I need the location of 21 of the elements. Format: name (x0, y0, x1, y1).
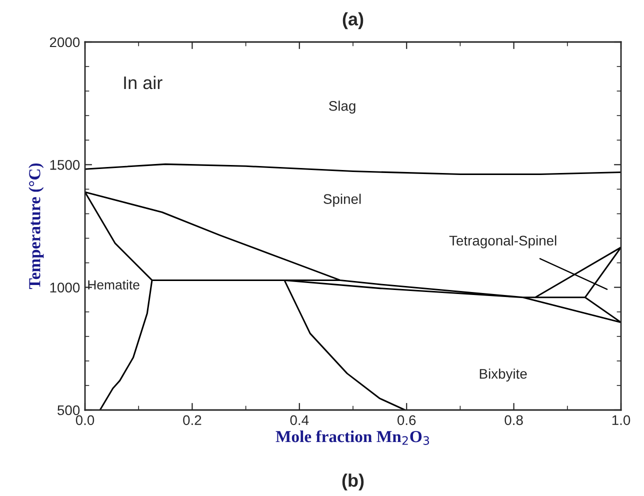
annotation: Tetragonal-Spinel (449, 235, 556, 248)
y-tick-label: 1500 (50, 160, 80, 170)
x-tick-label: 0.2 (183, 415, 202, 426)
y-tick-label: 500 (58, 405, 80, 416)
line-series (85, 163, 621, 175)
chart-title: (a) (342, 12, 364, 30)
x-tick-label: 0.4 (290, 415, 309, 426)
y-axis-title: Temperature (°C) (28, 163, 44, 290)
text: (b) (342, 474, 364, 490)
y-tick-label: 1000 (50, 282, 80, 293)
annotation: Spinel (324, 194, 361, 207)
annotation: Bixbyite (480, 368, 527, 382)
annotation: Slag (329, 100, 356, 114)
y-tick-label: 2000 (50, 37, 80, 48)
x-tick-label: 1.0 (612, 415, 630, 426)
x-tick-label: 0.8 (504, 415, 523, 426)
annotation: In air (124, 76, 162, 90)
x-tick-label: 0.6 (397, 415, 416, 426)
x-axis-title: Mole fraction Mn$_{2}$O$_{3}$ (276, 430, 430, 445)
annotation: Hematite (88, 280, 140, 290)
x-tick-label: 0.0 (76, 415, 94, 426)
